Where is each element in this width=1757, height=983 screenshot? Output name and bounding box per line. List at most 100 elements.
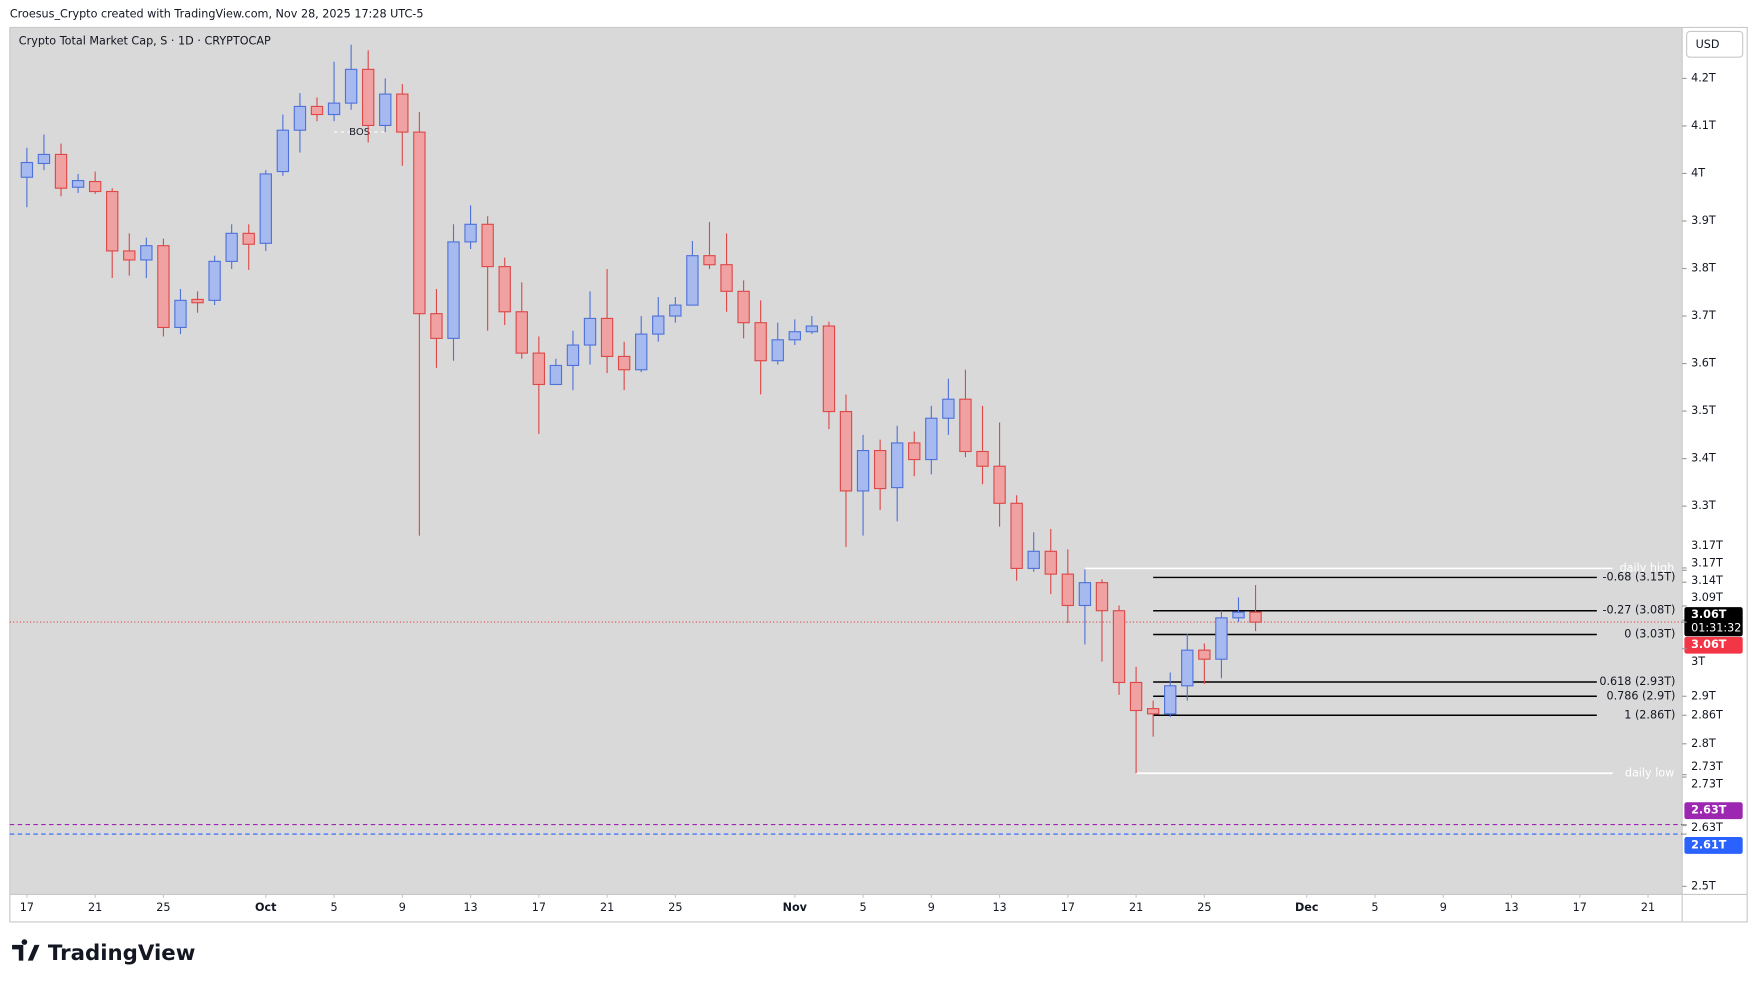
x-tick-label: 25 xyxy=(668,901,682,914)
candle-body xyxy=(361,68,375,127)
x-tick-label: Oct xyxy=(255,901,277,914)
candle-body xyxy=(1061,573,1075,607)
price-label-box xyxy=(1684,837,1743,854)
fib-label: 0.618 (2.93T) xyxy=(1599,675,1675,688)
candle-body xyxy=(1198,649,1211,660)
candle-body xyxy=(959,398,972,453)
x-tick-label: 17 xyxy=(1061,901,1075,914)
price-label-box xyxy=(1684,802,1743,820)
price-label: 2.73T xyxy=(1691,778,1723,791)
candle-body xyxy=(174,299,187,329)
candle-body xyxy=(600,317,614,357)
candle-body xyxy=(54,153,68,189)
price-label: 2.73T xyxy=(1691,760,1723,773)
candle-body xyxy=(976,450,989,467)
x-tick-label: 17 xyxy=(532,901,546,914)
candle-body xyxy=(1129,681,1143,712)
candle-body xyxy=(669,304,682,317)
fib-label: 0 (3.03T) xyxy=(1624,627,1675,640)
level-label: daily high xyxy=(1620,561,1675,574)
fib-label: 1 (2.86T) xyxy=(1624,708,1675,721)
candle-body xyxy=(225,232,238,262)
bos-label: BOS xyxy=(349,127,370,138)
currency: USD xyxy=(1696,38,1720,51)
candle-body xyxy=(856,449,870,492)
y-tick-label: 2.9T xyxy=(1691,689,1716,702)
candle-body xyxy=(566,344,580,367)
candle-body xyxy=(413,131,426,315)
candle-body xyxy=(157,245,170,329)
y-tick-label: 3.8T xyxy=(1691,262,1716,275)
fib-label: -0.68 (3.15T) xyxy=(1602,570,1675,583)
candle-body xyxy=(37,153,51,165)
candle-body xyxy=(88,180,102,193)
candle-body xyxy=(208,260,221,301)
x-tick-label: 9 xyxy=(399,901,406,914)
candle-body xyxy=(430,313,443,339)
candle-body xyxy=(1112,610,1126,684)
candle-body xyxy=(293,105,307,131)
x-tick-label: 9 xyxy=(928,901,935,914)
level-label: daily low xyxy=(1625,766,1674,779)
x-tick-label: 13 xyxy=(1504,901,1518,914)
candle-body xyxy=(123,250,136,261)
candle-body xyxy=(1078,582,1092,607)
candle-body xyxy=(310,105,324,116)
y-tick-label: 3.3T xyxy=(1691,499,1716,512)
price-label-box xyxy=(1684,607,1743,637)
candle-body xyxy=(993,465,1006,504)
candle-body xyxy=(498,266,511,313)
y-tick-label: 2.5T xyxy=(1691,879,1716,892)
x-tick-label: 21 xyxy=(600,901,614,914)
x-tick-label: Nov xyxy=(783,901,808,914)
candle-body xyxy=(140,245,153,261)
y-tick-label: 3T xyxy=(1691,655,1705,668)
candle-body xyxy=(822,325,836,413)
chart-title: Crypto Total Market Cap, S · 1D · CRYPTO… xyxy=(19,34,271,47)
candle-body xyxy=(532,352,546,386)
candle-body xyxy=(1146,708,1160,715)
candle-body xyxy=(925,417,938,461)
price-label: 3.06T xyxy=(1691,608,1727,621)
y-tick-label: 4.2T xyxy=(1691,71,1716,84)
candle-body xyxy=(839,411,853,492)
price-label: 2.61T xyxy=(1691,838,1727,851)
x-tick-label: 9 xyxy=(1440,901,1447,914)
candle-body xyxy=(515,311,528,354)
price-label: 3.14T xyxy=(1691,574,1723,587)
candle-body xyxy=(617,355,631,371)
candle-body xyxy=(259,173,272,244)
logo-mark xyxy=(12,939,40,961)
x-tick-label: Dec xyxy=(1295,901,1319,914)
y-tick-label: 4.1T xyxy=(1691,119,1716,132)
price-label-box xyxy=(1684,636,1743,654)
candle-body xyxy=(1164,685,1177,715)
candle-body xyxy=(327,102,341,116)
candle-body xyxy=(805,325,819,333)
price-label: 2.63T xyxy=(1691,821,1723,834)
price-label: 3.09T xyxy=(1691,591,1723,604)
candle-body xyxy=(242,232,255,245)
y-tick-label: 3.7T xyxy=(1691,309,1716,322)
candle-body xyxy=(1027,550,1040,569)
candle-body xyxy=(703,255,716,266)
candle-body xyxy=(344,68,358,104)
currency-box[interactable] xyxy=(1686,30,1744,58)
header: Croesus_Crypto created with TradingView.… xyxy=(10,8,424,21)
fib-label: -0.27 (3.08T) xyxy=(1602,604,1675,617)
x-tick-label: 17 xyxy=(20,901,34,914)
candle-body xyxy=(908,442,921,461)
candle-body xyxy=(1232,611,1245,619)
candle-body xyxy=(1095,582,1109,612)
candle-body xyxy=(20,161,34,178)
y-tick-label: 3.5T xyxy=(1691,404,1716,417)
candle-body xyxy=(549,364,563,386)
candle-body xyxy=(1010,502,1023,569)
candle-body xyxy=(635,333,648,371)
x-tick-label: 25 xyxy=(156,901,170,914)
x-tick-label: 21 xyxy=(1129,901,1143,914)
x-tick-label: 5 xyxy=(330,901,337,914)
x-tick-label: 5 xyxy=(1371,901,1378,914)
